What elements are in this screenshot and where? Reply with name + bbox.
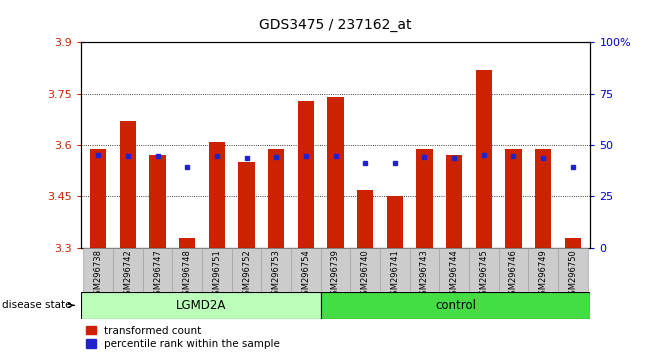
Bar <box>321 248 350 292</box>
Bar <box>113 248 143 292</box>
Text: GSM296753: GSM296753 <box>272 249 280 300</box>
Bar <box>262 248 291 292</box>
Text: GSM296742: GSM296742 <box>123 249 132 300</box>
Legend: transformed count, percentile rank within the sample: transformed count, percentile rank withi… <box>86 326 280 349</box>
Bar <box>564 238 581 248</box>
Bar <box>476 70 492 248</box>
Bar <box>291 248 321 292</box>
Text: LGMD2A: LGMD2A <box>175 299 225 312</box>
Bar <box>505 149 521 248</box>
Bar <box>321 292 590 319</box>
Text: GSM296744: GSM296744 <box>450 249 458 300</box>
Bar <box>446 155 462 248</box>
Bar <box>83 248 113 292</box>
Text: GSM296746: GSM296746 <box>509 249 518 300</box>
Text: GSM296747: GSM296747 <box>153 249 162 300</box>
Bar <box>380 248 409 292</box>
Bar <box>209 142 225 248</box>
Bar <box>179 238 195 248</box>
Text: GSM296751: GSM296751 <box>213 249 221 300</box>
Text: GSM296740: GSM296740 <box>360 249 370 300</box>
Text: GDS3475 / 237162_at: GDS3475 / 237162_at <box>259 18 412 32</box>
Text: GSM296739: GSM296739 <box>331 249 340 300</box>
Bar <box>202 248 231 292</box>
Bar <box>469 248 499 292</box>
Bar <box>81 292 321 319</box>
Text: GSM296750: GSM296750 <box>568 249 577 300</box>
Text: GSM296738: GSM296738 <box>94 249 103 300</box>
Text: GSM296748: GSM296748 <box>183 249 192 300</box>
Bar <box>409 248 440 292</box>
Text: GSM296741: GSM296741 <box>391 249 399 300</box>
Text: control: control <box>435 299 476 312</box>
Bar <box>120 121 136 248</box>
Bar <box>416 149 433 248</box>
Bar <box>172 248 202 292</box>
Text: disease state: disease state <box>1 300 74 310</box>
Bar <box>499 248 528 292</box>
Bar <box>528 248 558 292</box>
Text: GSM296743: GSM296743 <box>420 249 429 300</box>
Text: GSM296754: GSM296754 <box>301 249 311 300</box>
Bar <box>350 248 380 292</box>
Bar <box>90 149 107 248</box>
Bar <box>558 248 588 292</box>
Bar <box>231 248 262 292</box>
Bar <box>238 162 255 248</box>
Bar <box>440 248 469 292</box>
Text: GSM296745: GSM296745 <box>479 249 488 300</box>
Bar <box>268 149 285 248</box>
Bar <box>357 190 373 248</box>
Bar <box>143 248 172 292</box>
Text: GSM296749: GSM296749 <box>539 249 548 300</box>
Bar <box>327 97 344 248</box>
Text: GSM296752: GSM296752 <box>242 249 251 300</box>
Bar <box>535 149 551 248</box>
Bar <box>386 196 403 248</box>
Bar <box>150 155 166 248</box>
Bar <box>298 101 314 248</box>
